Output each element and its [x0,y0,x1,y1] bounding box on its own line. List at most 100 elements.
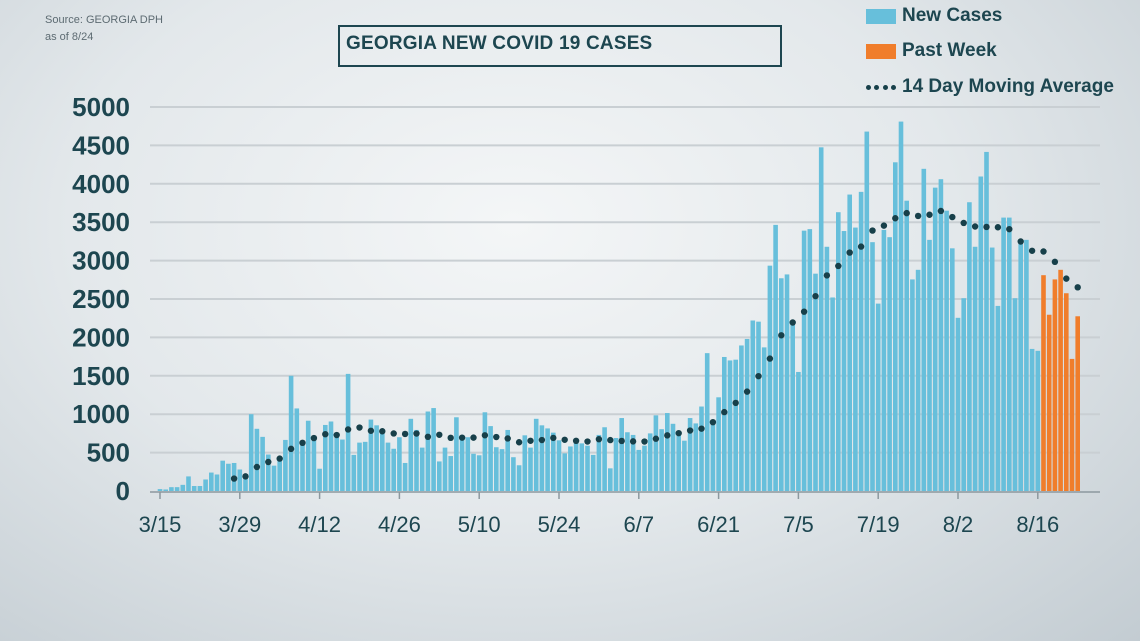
bar-new-cases [248,414,254,491]
x-tick-label: 6/7 [624,512,655,537]
moving-average-point [926,211,933,218]
bar-new-cases [653,415,659,491]
bar-new-cases [494,447,499,491]
bar-new-cases [602,427,607,491]
bar-new-cases [209,472,214,491]
moving-average-point [949,213,956,221]
bar-new-cases [186,476,191,491]
moving-average-point [344,426,352,433]
moving-average-point [937,207,945,215]
bar-new-cases [414,429,419,491]
moving-average-point [230,475,238,482]
legend-moving-average: 14 Day Moving Average [866,76,1114,98]
bar-new-cases [169,487,174,491]
moving-average-point [287,445,295,453]
legend-new-cases: New Cases [866,5,1002,27]
bar-new-cases [317,468,322,491]
chart-title-box: GEORGIA NEW COVID 19 CASES [338,25,782,67]
bar-new-cases [779,278,784,491]
bar-new-cases [716,397,721,491]
bar-new-cases [431,408,436,491]
moving-average-point [778,332,785,339]
bar-new-cases [448,456,453,491]
legend-past-week: Past Week [866,40,997,62]
bar-new-cases [1012,298,1018,491]
bar-new-cases [796,371,801,491]
bar-new-cases [630,434,636,491]
bar-new-cases [938,179,944,491]
moving-average-point [641,438,648,445]
bar-new-cases [362,441,368,491]
bar-new-cases [915,269,921,491]
moving-average-point [971,223,979,230]
moving-average-point [698,425,705,432]
legend-label: New Cases [902,5,1003,26]
bar-new-cases [767,265,773,491]
bar-new-cases [266,454,271,491]
bar-new-cases [836,212,841,491]
moving-average-point [903,209,910,217]
bar-new-cases [545,428,550,491]
bar-new-cases [402,462,408,491]
bar-new-cases [818,147,824,491]
moving-average-point [618,437,625,445]
bar-new-cases [801,230,807,491]
chart-title: GEORGIA NEW COVID 19 CASES [346,33,653,54]
bar-new-cases [704,353,710,491]
bar-new-cases [682,440,687,491]
bar-new-cases [203,479,208,491]
bar-new-cases [471,453,476,491]
moving-average-point [550,434,557,442]
y-tick-label: 3000 [72,246,130,276]
bar-new-cases [323,424,328,491]
bar-new-cases [756,321,761,491]
moving-average-point [652,435,660,442]
legend-label: 14 Day Moving Average [902,76,1114,97]
x-tick-label: 3/15 [139,512,182,537]
moving-average-point [367,427,375,434]
bar-new-cases [693,423,699,491]
y-tick-label: 3500 [72,207,130,237]
bar-new-cases [733,359,738,491]
bar-new-cases [516,465,522,491]
moving-average-point [322,430,329,438]
y-tick-label: 500 [87,438,130,468]
moving-average-point [880,222,888,229]
moving-average-point [721,408,728,416]
bar-new-cases [191,486,197,491]
bar-new-cases [163,489,168,491]
bar-new-cases [476,455,482,491]
moving-average-point [470,434,477,441]
y-tick-label: 2000 [72,322,130,352]
moving-average-point [390,430,397,437]
bar-past-week [1052,279,1058,491]
bar-new-cases [904,200,909,492]
bar-new-cases [1007,217,1012,492]
bar-new-cases [254,428,260,491]
bar-past-week [1046,314,1052,491]
bar-new-cases [727,360,733,491]
moving-average-point [504,435,511,442]
x-tick-label: 6/21 [697,512,740,537]
bar-new-cases [380,431,385,491]
bar-new-cases [750,320,756,491]
bar-new-cases [585,445,590,491]
legend-dots-icon [866,84,896,90]
bar-new-cases [283,439,288,491]
bar-new-cases [556,440,562,491]
bar-new-cases [676,434,681,491]
moving-average-point [493,433,500,441]
moving-average-point [823,272,831,279]
bar-new-cases [944,210,949,491]
bar-new-cases [619,418,624,491]
y-tick-label: 1500 [72,361,130,391]
bar-new-cases [972,246,978,491]
bar-new-cases [454,417,459,491]
bar-new-cases [887,237,892,491]
moving-average-point [1017,238,1024,245]
y-tick-label: 4000 [72,169,130,199]
bar-new-cases [505,429,510,491]
moving-average-point [629,438,637,445]
x-tick-label: 5/10 [458,512,501,537]
bar-new-cases [881,229,887,491]
